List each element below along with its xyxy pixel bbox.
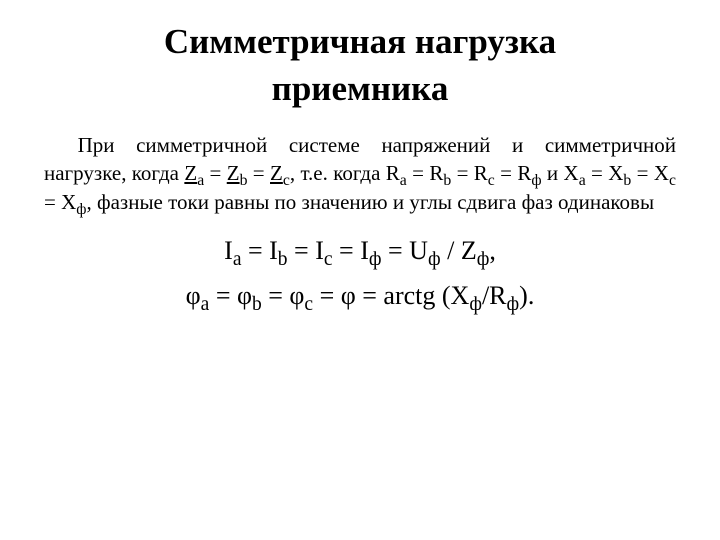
text: , фазные токи равны по значению и углы с… (86, 190, 654, 214)
x-c-sub: c (669, 173, 676, 190)
eq-sub: ф (369, 250, 382, 271)
text: = R (407, 161, 444, 185)
text: = X (44, 190, 76, 214)
slide-title: Симметричная нагрузка приемника (44, 18, 676, 113)
title-line-1: Симметричная нагрузка (164, 22, 556, 61)
body-paragraph: При симметричной системе напряжений и си… (44, 131, 676, 218)
x-f-sub: ф (76, 202, 86, 219)
text: = X (586, 161, 624, 185)
eq-sub: b (252, 294, 262, 315)
eq-text: I (224, 236, 233, 265)
r-f-sub: ф (531, 173, 541, 190)
equation-1: Ia = Ib = Ic = Iф = Uф / Zф, (44, 229, 676, 273)
text: = R (495, 161, 532, 185)
eq-sub: ф (507, 294, 520, 315)
text: = (204, 161, 227, 185)
x-a-sub: a (579, 173, 586, 190)
slide: Симметричная нагрузка приемника При симм… (0, 0, 720, 540)
z-a-base: Z (184, 161, 197, 185)
r-a-sub: a (400, 173, 407, 190)
eq-sub: ф (477, 250, 490, 271)
title-line-2: приемника (272, 69, 449, 108)
eq-text: /R (482, 281, 507, 310)
equation-2: φa = φb = φc = φ = arctg (Xф/Rф). (44, 274, 676, 318)
z-a: Z (184, 161, 197, 185)
eq-text: / Z (441, 236, 477, 265)
eq-sub: c (324, 250, 333, 271)
text: = (247, 161, 270, 185)
eq-text: = I (288, 236, 324, 265)
eq-text: = I (241, 236, 277, 265)
eq-text: = I (333, 236, 369, 265)
z-c-base: Z (270, 161, 283, 185)
eq-sub: ф (428, 250, 441, 271)
eq-text: ). (519, 281, 534, 310)
text: = X (631, 161, 669, 185)
text: = R (451, 161, 488, 185)
eq-sub: ф (469, 294, 482, 315)
eq-sub: b (278, 250, 288, 271)
text: , т.е. когда R (290, 161, 400, 185)
eq-text: = U (382, 236, 428, 265)
eq-text: , (489, 236, 496, 265)
eq-text: = φ (262, 281, 305, 310)
z-b: Z (227, 161, 240, 185)
z-c: Z (270, 161, 283, 185)
eq-text: φ (186, 281, 201, 310)
z-b-base: Z (227, 161, 240, 185)
text: и X (542, 161, 579, 185)
r-c-sub: c (488, 173, 495, 190)
z-c-sub: c (283, 173, 290, 190)
eq-text: = φ = arctg (X (313, 281, 469, 310)
eq-sub: c (304, 294, 313, 315)
eq-text: = φ (209, 281, 252, 310)
